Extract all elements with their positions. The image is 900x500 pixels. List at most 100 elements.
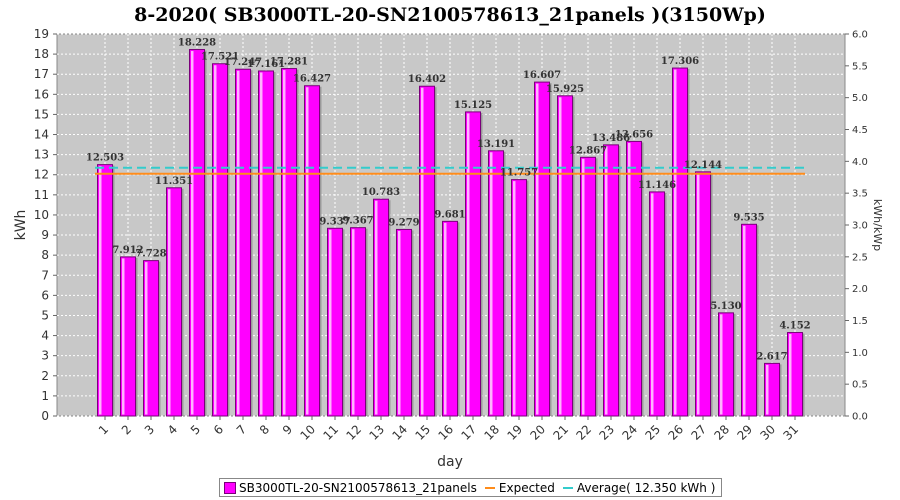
x-tick-label: 6 [211,422,226,437]
data-label: 10.783 [362,187,400,198]
bar-highlight [237,70,240,415]
y-tick-label: 10 [34,208,49,222]
data-label: 12.144 [684,160,722,171]
data-label: 13.656 [615,129,653,140]
y-right-tick-label: 4.0 [852,157,868,168]
y-tick-label: 19 [34,27,49,41]
legend-item-series: SB3000TL-20-SN2100578613_21panels [224,481,477,495]
y-right-tick-label: 0.5 [852,380,868,391]
data-label: 11.757 [500,168,538,179]
data-label: 13.191 [477,139,515,150]
x-tick-label: 1 [96,422,111,437]
x-tick-label: 14 [389,422,410,443]
y-tick-label: 4 [41,329,49,343]
bar-highlight [536,83,539,415]
y-tick-label: 16 [34,87,49,101]
y-right-tick-label: 3.5 [852,189,868,200]
x-tick-label: 13 [366,422,387,443]
y-tick-label: 18 [34,47,49,61]
data-label: 9.279 [388,217,419,228]
bar-highlight [306,87,309,415]
y-right-tick-label: 5.5 [852,61,868,72]
x-tick-label: 18 [481,422,502,443]
x-tick-label: 10 [297,422,318,443]
x-tick-label: 24 [619,422,640,443]
y-tick-label: 12 [34,168,49,182]
x-tick-label: 23 [596,422,617,443]
x-tick-label: 8 [257,422,272,437]
legend-swatch-series [224,481,236,494]
x-tick-label: 7 [234,422,249,437]
data-label: 18.228 [178,38,216,49]
bar-highlight [674,69,677,415]
x-tick-label: 15 [412,422,433,443]
bar-highlight [398,230,401,415]
bar-highlight [743,225,746,415]
y-tick-label: 9 [41,228,49,242]
x-tick-label: 21 [550,422,571,443]
bar-highlight [122,258,125,415]
data-label: 17.247 [224,57,262,68]
x-tick-label: 12 [343,422,364,443]
data-label: 5.130 [710,301,741,312]
data-label: 15.925 [546,84,584,95]
bar-highlight [651,193,654,415]
data-label: 17.521 [201,52,239,63]
data-label: 13.486 [592,133,630,144]
y-tick-label: 3 [41,349,49,363]
y-tick-label: 13 [34,148,49,162]
bar-highlight [582,158,585,415]
y-right-tick-label: 1.0 [852,348,868,359]
bar-highlight [375,200,378,415]
data-label: 11.351 [155,176,193,187]
x-tick-label: 22 [573,422,594,443]
x-tick-label: 3 [142,422,157,437]
x-tick-label: 16 [435,422,456,443]
bar-highlight [329,229,332,415]
x-tick-label: 26 [665,422,686,443]
y-right-tick-label: 6.0 [852,30,868,41]
x-tick-label: 29 [734,422,755,443]
y-tick-label: 11 [34,188,49,202]
x-tick-label: 17 [458,422,479,443]
y-right-tick-label: 0.0 [852,412,868,423]
bar-highlight [99,166,102,415]
data-label: 9.681 [434,209,465,220]
x-tick-label: 11 [320,422,341,443]
y-right-tick-label: 5.0 [852,93,868,104]
data-label: 16.607 [523,70,561,81]
x-tick-label: 2 [119,422,134,437]
bar-highlight [513,181,516,415]
bar-highlight [260,72,263,415]
bar-highlight [444,222,447,415]
bar-highlight [490,152,493,415]
data-label: 4.152 [779,321,810,332]
x-tick-label: 28 [711,422,732,443]
bar-highlight [628,142,631,415]
y-tick-label: 1 [41,389,49,403]
data-label: 17.306 [661,56,699,67]
legend-label-average: Average( 12.350 kWh ) [576,480,716,495]
x-tick-label: 19 [504,422,525,443]
bar-highlight [168,189,171,415]
bar-highlight [191,51,194,415]
y-tick-label: 0 [41,409,49,423]
y-tick-label: 17 [34,67,49,81]
bar-highlight [214,65,217,415]
legend-swatch-expected [484,486,495,489]
bar-highlight [766,364,769,415]
bar-highlight [720,314,723,415]
y-tick-label: 7 [41,268,49,282]
data-label: 9.535 [733,212,764,223]
y-tick-label: 2 [41,369,49,383]
data-label: 16.427 [293,74,331,85]
data-label: 17.161 [247,59,285,70]
data-label: 17.281 [270,57,308,68]
y-right-tick-label: 3.0 [852,221,868,232]
data-label: 11.146 [638,180,676,191]
legend-item-average: Average( 12.350 kWh ) [562,480,716,495]
x-tick-label: 4 [165,422,180,437]
y-tick-label: 14 [34,128,49,142]
data-label: 2.617 [756,351,787,362]
x-tick-label: 5 [188,422,203,437]
